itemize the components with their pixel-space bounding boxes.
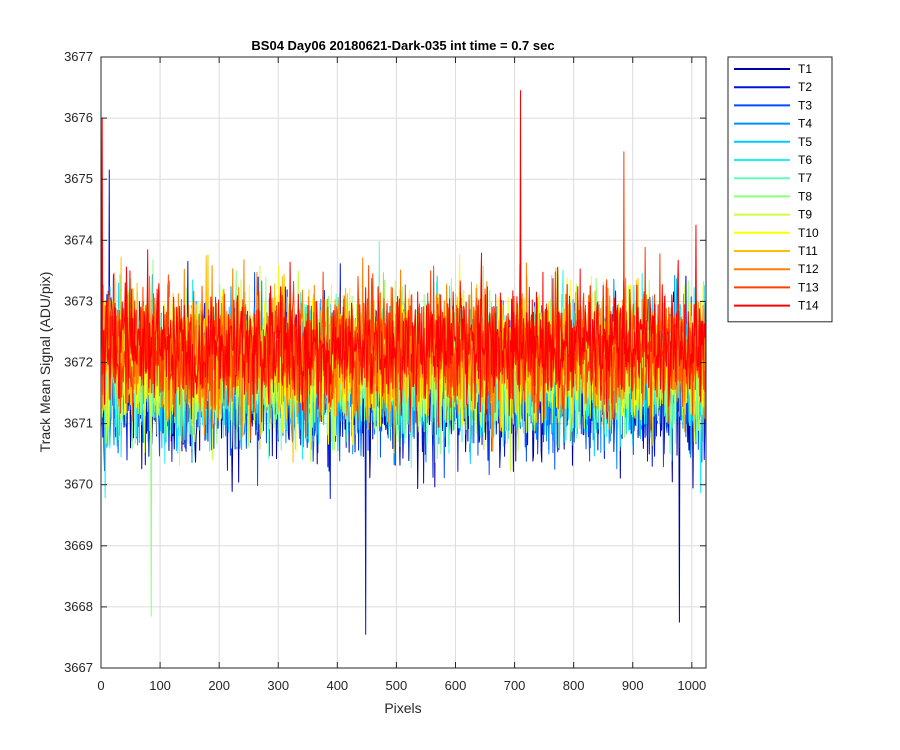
legend-label-t7: T7 bbox=[798, 171, 812, 185]
x-tick-label: 400 bbox=[326, 678, 348, 693]
legend-box bbox=[727, 56, 833, 323]
y-tick-label: 3672 bbox=[64, 355, 93, 370]
x-tick-label: 100 bbox=[149, 678, 171, 693]
legend-label-t4: T4 bbox=[798, 117, 812, 131]
legend-label-t14: T14 bbox=[798, 299, 819, 313]
y-tick-label: 3671 bbox=[64, 416, 93, 431]
legend-label-t6: T6 bbox=[798, 153, 812, 167]
x-tick-label: 200 bbox=[208, 678, 230, 693]
y-tick-label: 3675 bbox=[64, 171, 93, 186]
x-tick-label: 700 bbox=[504, 678, 526, 693]
x-axis-label: Pixels bbox=[384, 700, 421, 716]
x-tick-label: 300 bbox=[267, 678, 289, 693]
legend: T1 T2 T3 T4 T5 T6 T7 T8 T9 T10 T11 T12 T13 T14 bbox=[727, 56, 833, 323]
legend-label-t13: T13 bbox=[798, 280, 819, 294]
x-tick-label: 600 bbox=[445, 678, 467, 693]
legend-label-t10: T10 bbox=[798, 226, 819, 240]
y-tick-label: 3674 bbox=[64, 232, 93, 247]
y-tick-label: 3668 bbox=[64, 599, 93, 614]
y-tick-label: 3670 bbox=[64, 477, 93, 492]
y-tick-label: 3673 bbox=[64, 293, 93, 308]
y-tick-label: 3669 bbox=[64, 538, 93, 553]
legend-label-t12: T12 bbox=[798, 262, 819, 276]
x-tick-label: 900 bbox=[622, 678, 644, 693]
x-tick-label: 1000 bbox=[677, 678, 706, 693]
series-group bbox=[101, 90, 706, 635]
y-tick-label: 3667 bbox=[64, 660, 93, 675]
plot-area: 0 100 200 300 400 500 600 700 800 900 1000 3667 3668… bbox=[64, 49, 707, 693]
y-tick-label: 3677 bbox=[64, 49, 93, 64]
chart-title: BS04 Day06 20180621-Dark-035 int time = … bbox=[251, 38, 554, 53]
legend-label-t5: T5 bbox=[798, 135, 812, 149]
y-tick-label: 3676 bbox=[64, 110, 93, 125]
y-axis-label: Track Mean Signal (ADU/pix) bbox=[37, 272, 53, 453]
legend-label-t11: T11 bbox=[798, 244, 818, 258]
x-tick-label: 800 bbox=[563, 678, 585, 693]
x-tick-label: 0 bbox=[97, 678, 104, 693]
legend-label-t2: T2 bbox=[798, 80, 812, 94]
series-line-t14 bbox=[101, 90, 706, 443]
legend-label-t9: T9 bbox=[798, 208, 812, 222]
legend-label-t3: T3 bbox=[798, 98, 812, 112]
legend-label-t1: T1 bbox=[798, 62, 812, 76]
x-tick-label: 500 bbox=[386, 678, 408, 693]
legend-label-t8: T8 bbox=[798, 189, 812, 203]
